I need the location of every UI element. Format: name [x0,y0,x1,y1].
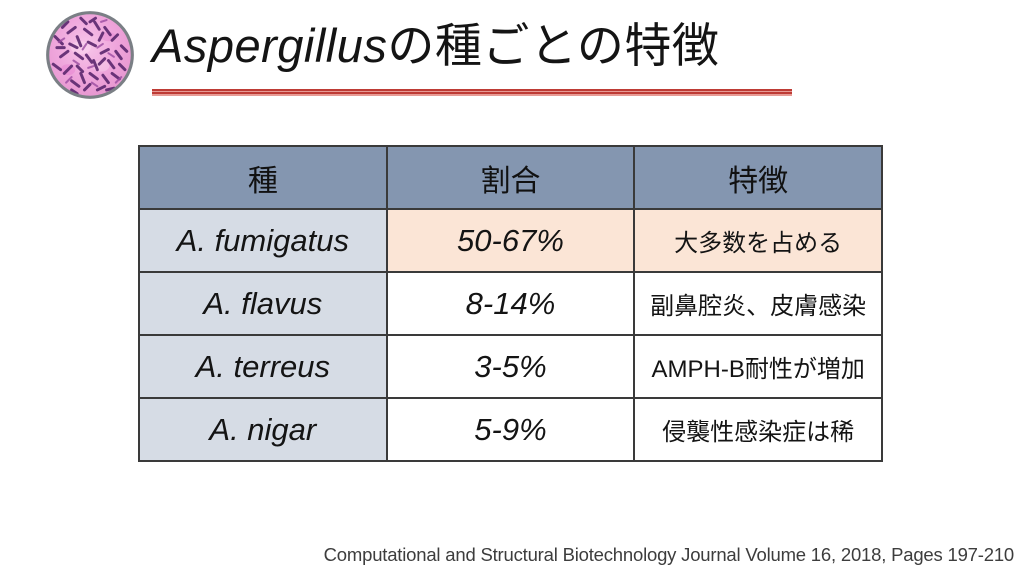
feature-cell: AMPH-B耐性が増加 [633,334,883,399]
share-cell: 3-5% [385,334,636,399]
species-table: 種 割合 特徴 A. fumigatus 50-67% 大多数を占める A. f… [138,145,883,462]
table-header-row: 種 割合 特徴 [138,145,883,210]
col-header-feature: 特徴 [633,145,883,210]
title-japanese-text: の種ごとの特徴 [387,19,720,72]
share-cell: 5-9% [385,397,636,462]
microscopy-thumbnail-icon [44,9,136,101]
species-cell: A. flavus [138,271,388,336]
col-header-species: 種 [138,145,388,210]
col-header-share: 割合 [385,145,636,210]
title-underline [152,89,792,96]
feature-cell: 副鼻腔炎、皮膚感染 [633,271,883,336]
table-row-fumigatus: A. fumigatus 50-67% 大多数を占める [138,208,883,273]
title-block: Aspergillusの種ごとの特徴 [152,14,792,96]
species-cell: A. terreus [138,334,388,399]
citation-text: Computational and Structural Biotechnolo… [323,544,1015,565]
species-cell: A. nigar [138,397,388,462]
title-latin-text: Aspergillus [152,19,388,72]
page-title: Aspergillusの種ごとの特徴 [152,14,792,78]
species-cell: A. fumigatus [138,208,388,273]
feature-cell: 大多数を占める [633,208,883,273]
share-cell: 8-14% [385,271,636,336]
table-row-nigar: A. nigar 5-9% 侵襲性感染症は稀 [138,397,883,462]
feature-cell: 侵襲性感染症は稀 [633,397,883,462]
table-row-terreus: A. terreus 3-5% AMPH-B耐性が増加 [138,334,883,399]
table-row-flavus: A. flavus 8-14% 副鼻腔炎、皮膚感染 [138,271,883,336]
share-cell: 50-67% [385,208,636,273]
